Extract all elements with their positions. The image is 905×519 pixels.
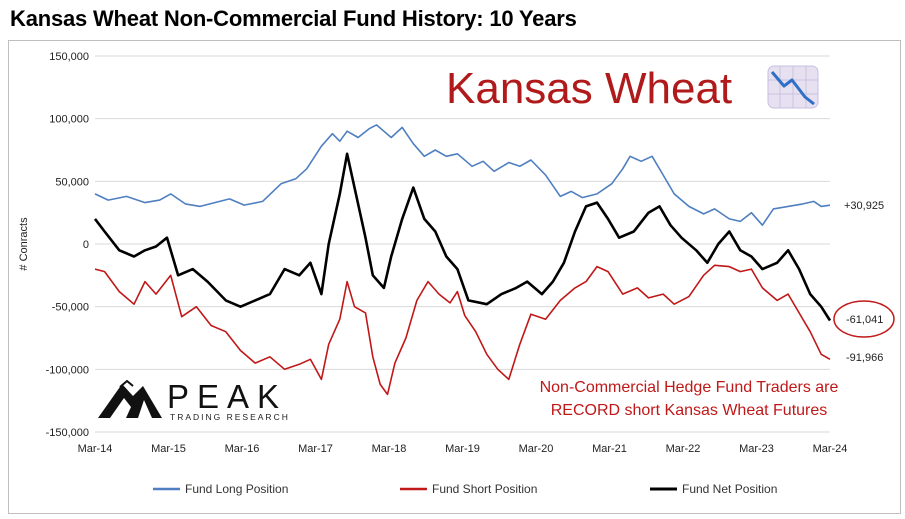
y-tick-label: 150,000 [49,51,89,63]
end-label-short: -91,966 [846,352,883,364]
end-label-net: -61,041 [846,314,883,326]
page-title: Kansas Wheat Non-Commercial Fund History… [10,6,577,31]
series-line-fund-net-position [93,152,832,322]
y-tick-label: -100,000 [46,364,89,376]
legend: Fund Long Position Fund Short Position F… [153,482,777,496]
x-tick-label: Mar-19 [445,443,480,455]
x-tick-label: Mar-18 [372,443,407,455]
y-tick-label: -150,000 [46,427,89,439]
y-tick-label: -50,000 [52,302,89,314]
x-tick-label: Mar-17 [298,443,333,455]
series-lines [93,124,832,396]
x-tick-label: Mar-20 [519,443,554,455]
x-tick-label: Mar-16 [225,443,260,455]
chart-decreasing-icon [767,65,819,109]
annotation-line-2: RECORD short Kansas Wheat Futures [551,402,828,419]
x-tick-label: Mar-22 [666,443,701,455]
x-tick-label: Mar-21 [592,443,627,455]
y-tick-label: 50,000 [55,176,89,188]
y-axis-label: # Conracts [18,217,30,271]
legend-label-net: Fund Net Position [682,482,777,496]
peak-mountain-logo-icon [98,379,162,418]
x-tick-label: Mar-23 [739,443,774,455]
legend-label-short: Fund Short Position [432,482,537,496]
x-tick-label: Mar-15 [151,443,186,455]
y-tick-label: 100,000 [49,114,89,126]
x-axis-ticks: Mar-14 Mar-15 Mar-16 Mar-17 Mar-18 Mar-19 Mar-… [78,443,848,455]
y-tick-label: 0 [83,239,89,251]
net-highlight-circle [833,300,895,338]
x-tick-label: Mar-24 [813,443,848,455]
y-axis-ticks: 150,000 100,000 50,000 0 -50,000 -100,000 -150… [46,51,89,439]
legend-label-long: Fund Long Position [185,482,288,496]
chart-panel [8,40,901,514]
headline-title: Kansas Wheat [446,64,732,113]
brand-subtitle: TRADING RESEARCH [170,412,290,422]
x-tick-label: Mar-14 [78,443,113,455]
series-line-fund-short-position [94,264,831,396]
brand-name: PEAK [167,378,287,415]
series-line-fund-long-position [94,124,831,226]
annotation-line-1: Non-Commercial Hedge Fund Traders are [540,379,839,396]
end-label-long: +30,925 [844,200,884,212]
